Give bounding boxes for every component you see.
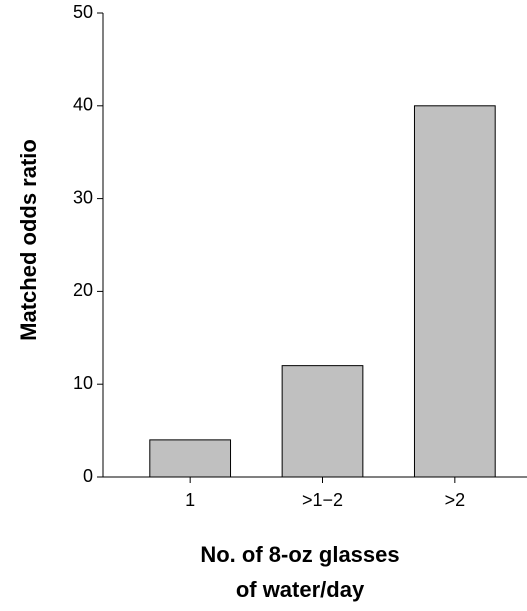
y-axis-title: Matched odds ratio	[16, 139, 41, 341]
y-tick-label: 40	[73, 95, 93, 115]
bar	[281, 365, 364, 478]
bar	[413, 105, 496, 478]
y-tick-label: 0	[83, 466, 93, 486]
y-tick-label: 20	[73, 280, 93, 300]
y-tick-label: 30	[73, 187, 93, 207]
x-axis-title: No. of 8-oz glasses	[200, 542, 399, 567]
bar	[149, 439, 232, 478]
x-tick-label: >1−2	[302, 490, 343, 510]
x-tick-label: >2	[445, 490, 466, 510]
x-tick-label: 1	[185, 490, 195, 510]
y-tick-label: 50	[73, 2, 93, 22]
y-tick-label: 10	[73, 373, 93, 393]
x-axis-title: of water/day	[236, 577, 365, 602]
